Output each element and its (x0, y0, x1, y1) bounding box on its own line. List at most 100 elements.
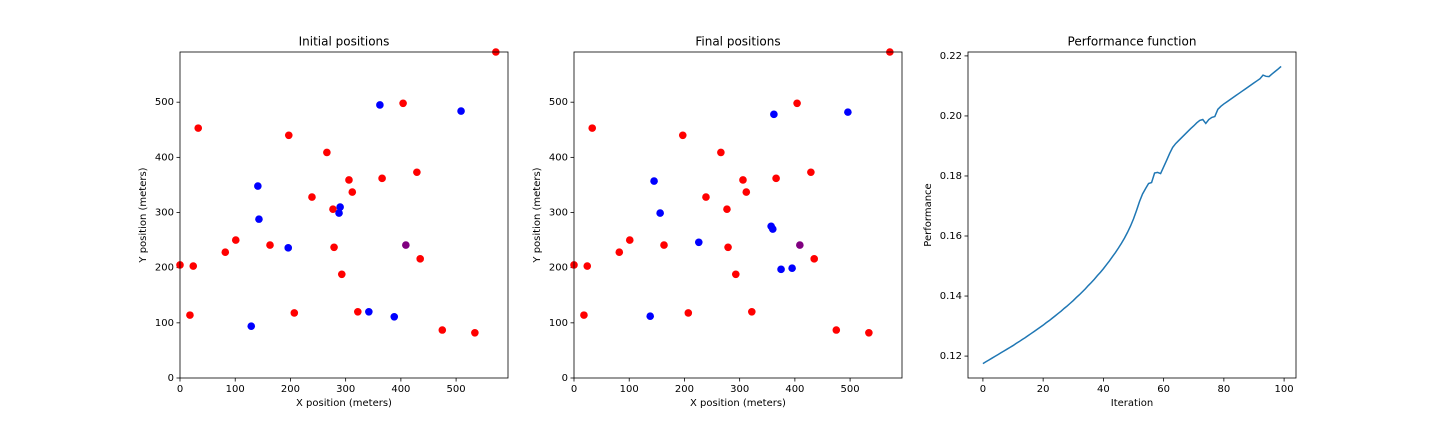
y-tick-label: 0 (562, 373, 568, 384)
point (438, 326, 447, 334)
x-tick-label: 300 (730, 384, 749, 395)
point (390, 312, 399, 321)
point (810, 255, 819, 263)
point (796, 241, 804, 249)
point (284, 244, 293, 252)
axes-frame (967, 51, 1297, 379)
point (788, 264, 796, 273)
x-tick-label: 20 (1037, 384, 1050, 395)
point (678, 131, 687, 140)
point (723, 205, 731, 214)
point (793, 99, 801, 108)
point (330, 243, 338, 252)
point (724, 243, 732, 252)
point (348, 188, 357, 196)
point (770, 110, 778, 119)
x-tick-label: 500 (447, 384, 466, 395)
x-tick-label: 100 (226, 384, 245, 395)
y-axis-label: Y position (meters) (138, 167, 149, 263)
point (583, 262, 592, 270)
point (580, 311, 588, 319)
point (865, 328, 873, 337)
y-tick-label: 500 (549, 97, 568, 108)
x-tick-label: 400 (391, 384, 410, 395)
point (365, 308, 373, 316)
y-tick-label: 400 (155, 152, 174, 163)
x-axis-label: Iteration (1111, 398, 1153, 409)
point (186, 311, 194, 319)
axes-frame (179, 51, 509, 379)
y-tick-label: 200 (155, 263, 174, 274)
y-tick-label: 0.12 (940, 351, 962, 362)
x-tick-label: 0 (980, 384, 986, 395)
point (247, 322, 256, 330)
point (739, 176, 747, 184)
point (329, 205, 337, 214)
y-axis-label: Performance (923, 183, 934, 246)
point (354, 308, 362, 316)
x-tick-label: 40 (1097, 384, 1110, 395)
point (731, 270, 740, 279)
x-tick-label: 0 (177, 384, 183, 395)
point (694, 238, 703, 247)
x-axis-label: X position (meters) (296, 398, 392, 409)
point (625, 236, 634, 244)
subplot-title: Final positions (695, 35, 780, 49)
point (284, 131, 293, 140)
point (402, 241, 410, 249)
point (844, 108, 852, 116)
y-tick-label: 200 (549, 263, 568, 274)
y-tick-label: 0.22 (940, 51, 962, 62)
point (323, 148, 331, 157)
y-axis-label: Y position (meters) (532, 167, 543, 263)
x-axis-label: X position (meters) (690, 398, 786, 409)
point (308, 193, 316, 201)
y-tick-label: 0 (168, 373, 174, 384)
point (336, 203, 344, 211)
point (615, 248, 624, 257)
x-tick-label: 80 (1217, 384, 1230, 395)
subplot: Performance function Iteration Performance… (923, 35, 1297, 409)
point (656, 209, 664, 217)
y-tick-label: 100 (549, 318, 568, 329)
point (416, 255, 425, 263)
point (742, 188, 751, 196)
x-tick-label: 60 (1157, 384, 1170, 395)
y-tick-label: 400 (549, 152, 568, 163)
point (290, 309, 299, 317)
y-tick-label: 0.20 (940, 111, 962, 122)
x-tick-label: 200 (281, 384, 300, 395)
y-tick-label: 0.14 (940, 291, 962, 302)
y-tick-label: 300 (155, 208, 174, 219)
x-tick-label: 200 (675, 384, 694, 395)
y-tick-label: 300 (549, 208, 568, 219)
point (684, 309, 693, 317)
point (194, 124, 203, 132)
point (254, 182, 262, 190)
y-tick-label: 100 (155, 318, 174, 329)
subplot-title: Initial positions (299, 35, 390, 49)
x-tick-label: 0 (571, 384, 577, 395)
subplot: Final positions X position (meters) Y posi… (532, 35, 903, 409)
point (646, 312, 655, 321)
x-tick-label: 400 (785, 384, 804, 395)
point (221, 248, 230, 257)
point (266, 241, 274, 249)
y-tick-label: 0.16 (940, 231, 962, 242)
point (832, 326, 841, 334)
point (471, 328, 479, 337)
point (702, 193, 710, 201)
point (376, 101, 384, 109)
axes-frame (573, 51, 903, 379)
point (337, 270, 346, 279)
subplot-title: Performance function (1068, 35, 1197, 49)
point (777, 265, 785, 274)
point (650, 177, 658, 185)
subplot: Initial positions X position (meters) Y po… (138, 35, 509, 409)
point (768, 225, 777, 233)
point (660, 241, 668, 249)
point (345, 176, 353, 184)
x-tick-label: 100 (1275, 384, 1294, 395)
line (982, 65, 1282, 365)
